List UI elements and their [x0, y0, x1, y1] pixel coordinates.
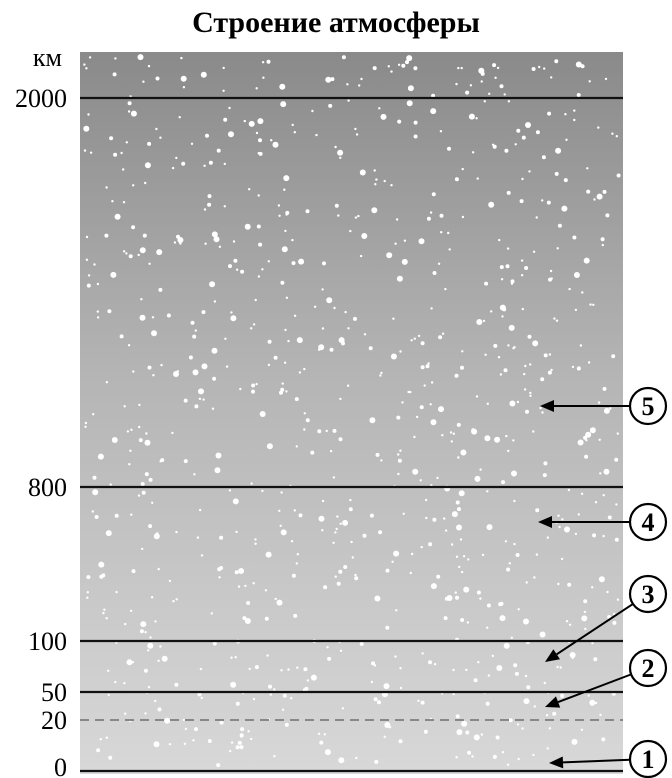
callout-number-5: 5	[642, 392, 655, 421]
layer-callout-2: 2	[545, 648, 668, 708]
tick-label-20: 20	[41, 706, 67, 735]
layer-callout-1: 1	[549, 739, 668, 778]
callout-circle-3	[628, 574, 668, 614]
callout-arrow-2	[557, 673, 632, 703]
callout-arrowhead-4	[538, 516, 552, 528]
axis-unit-label: км	[33, 43, 62, 72]
tick-label-50: 50	[41, 678, 67, 707]
atmosphere-background	[80, 52, 623, 774]
tick-label-800: 800	[28, 473, 67, 502]
layer-callout-4: 4	[538, 502, 668, 542]
callout-arrow-1	[562, 758, 631, 764]
callout-number-1: 1	[642, 745, 655, 774]
callout-arrowhead-2	[545, 696, 561, 708]
callout-number-4: 4	[642, 508, 655, 537]
callout-circle-1	[628, 739, 668, 778]
diagram-title: Строение атмосферы	[192, 6, 480, 39]
tick-label-0: 0	[54, 753, 67, 778]
callout-number-2: 2	[642, 654, 655, 683]
callout-arrowhead-5	[540, 400, 554, 412]
callout-circle-5	[628, 386, 668, 426]
callout-circle-4	[628, 502, 668, 542]
layer-boundaries	[80, 96, 623, 773]
callout-arrowhead-1	[549, 756, 564, 769]
tick-label-2000: 2000	[15, 84, 67, 113]
callout-arrowhead-3	[545, 649, 560, 662]
layer-callout-3: 3	[545, 574, 668, 662]
callout-number-3: 3	[642, 580, 655, 609]
layer-callout-5: 5	[540, 386, 668, 426]
callout-arrow-3	[556, 603, 634, 656]
tick-label-100: 100	[28, 627, 67, 656]
callout-circle-2	[628, 648, 668, 688]
layer-callouts: 1 2 3 4 5	[538, 386, 668, 778]
